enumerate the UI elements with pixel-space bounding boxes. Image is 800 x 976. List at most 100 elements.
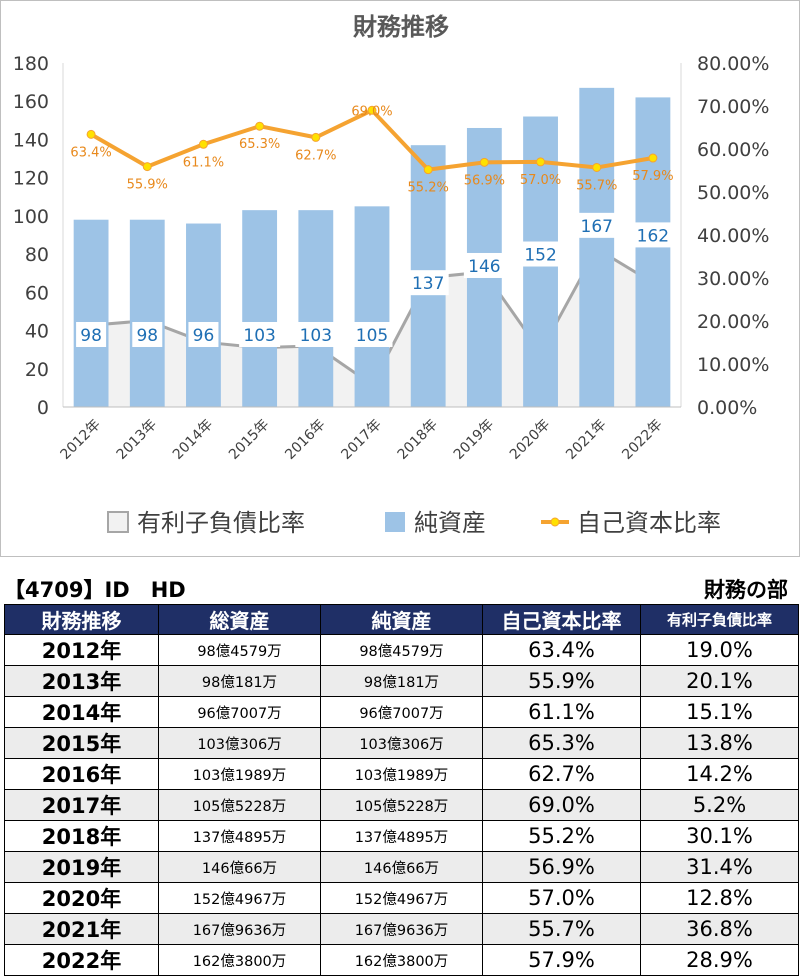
line-data-label: 62.7% (295, 148, 336, 163)
net-assets-bar (635, 97, 671, 408)
bar-label-bg (351, 322, 393, 347)
company-title: 【4709】ID HD (4, 578, 186, 602)
header-debt-ratio: 有利子負債比率 (640, 604, 799, 635)
cell-net-assets: 152億4967万 (320, 882, 483, 914)
cell-equity-ratio: 61.1% (482, 696, 641, 728)
bar-label-bg (576, 212, 618, 238)
cell-equity-ratio: 69.0% (482, 789, 641, 821)
x-tick-label: 2019年 (451, 417, 497, 463)
header-total-assets: 総資産 (158, 604, 321, 635)
financial-table: 財務推移 総資産 純資産 自己資本比率 有利子負債比率 2012年 98億4579… (4, 604, 799, 976)
table-row: 2021年 167億9636万 167億9636万 55.7% 36.8% (4, 913, 799, 945)
net-assets-bar (129, 219, 165, 407)
cell-year: 2014年 (4, 696, 159, 728)
line-data-label: 65.3% (239, 137, 280, 152)
cell-equity-ratio: 63.4% (482, 634, 641, 666)
equity-ratio-point (479, 157, 489, 167)
cell-debt-ratio: 12.8% (640, 882, 799, 914)
table-row: 2020年 152億4967万 152億4967万 57.0% 12.8% (4, 882, 799, 914)
bar-label-bg (520, 241, 562, 267)
legend-net-assets-label: 純資産 (414, 509, 486, 537)
cell-total-assets: 146億66万 (158, 851, 321, 883)
cell-year: 2013年 (4, 665, 159, 697)
y2-tick-label: 50.00% (697, 182, 769, 204)
y-tick-label: 40 (25, 321, 49, 343)
line-data-label: 63.4% (70, 145, 111, 160)
y-tick-label: 0 (37, 397, 49, 419)
equity-ratio-point (423, 165, 433, 175)
cell-equity-ratio: 65.3% (482, 727, 641, 759)
cell-equity-ratio: 62.7% (482, 758, 641, 790)
line-data-label: 56.9% (464, 173, 505, 188)
x-tick-label: 2017年 (338, 417, 384, 463)
header-net-assets: 純資産 (320, 604, 483, 635)
line-data-label: 61.1% (183, 155, 224, 170)
line-data-label: 69.0% (351, 104, 392, 119)
cell-debt-ratio: 30.1% (640, 820, 799, 852)
x-tick-label: 2016年 (282, 417, 328, 463)
table-row: 2017年 105億5228万 105億5228万 69.0% 5.2% (4, 789, 799, 821)
cell-year: 2022年 (4, 944, 159, 976)
bar-data-label: 137 (412, 274, 444, 294)
cell-net-assets: 105億5228万 (320, 789, 483, 821)
cell-total-assets: 105億5228万 (158, 789, 321, 821)
cell-net-assets: 98億181万 (320, 665, 483, 697)
cell-total-assets: 98億4579万 (158, 634, 321, 666)
bar-data-label: 103 (243, 326, 275, 346)
legend-debt-ratio-swatch (107, 511, 129, 533)
equity-ratio-point (198, 139, 208, 149)
equity-ratio-point (311, 132, 321, 142)
table-row: 2016年 103億1989万 103億1989万 62.7% 14.2% (4, 758, 799, 790)
debt-ratio-area (91, 248, 653, 407)
financial-chart: 財務推移 0 20 40 60 80 100 120 140 160 180 0.00% 10.00% 2… (13, 13, 770, 537)
equity-ratio-point (255, 121, 265, 131)
bar-data-label: 103 (300, 326, 332, 346)
x-tick-label: 2022年 (619, 417, 665, 463)
cell-total-assets: 167億9636万 (158, 913, 321, 945)
y2-tick-label: 70.00% (697, 96, 769, 118)
equity-ratio-point (592, 162, 602, 172)
cell-year: 2018年 (4, 820, 159, 852)
cell-year: 2015年 (4, 727, 159, 759)
net-assets-bar (242, 210, 278, 407)
equity-ratio-point (142, 162, 152, 172)
y-tick-label: 60 (25, 282, 49, 304)
net-assets-bar (298, 210, 334, 407)
x-tick-label: 2020年 (507, 417, 553, 463)
cell-year: 2021年 (4, 913, 159, 945)
x-tick-label: 2021年 (563, 417, 609, 463)
table-row: 2022年 162億3800万 162億3800万 57.9% 28.9% (4, 944, 799, 976)
cell-net-assets: 98億4579万 (320, 634, 483, 666)
bar-data-label: 105 (356, 326, 388, 346)
table-row: 2018年 137億4895万 137億4895万 55.2% 30.1% (4, 820, 799, 852)
cell-debt-ratio: 31.4% (640, 851, 799, 883)
cell-debt-ratio: 19.0% (640, 634, 799, 666)
cell-year: 2020年 (4, 882, 159, 914)
table-row: 2014年 96億7007万 96億7007万 61.1% 15.1% (4, 696, 799, 728)
cell-equity-ratio: 57.0% (482, 882, 641, 914)
line-data-label: 55.7% (576, 178, 617, 193)
bar-label-bg (463, 252, 505, 278)
legend-equity-ratio-label: 自己資本比率 (577, 509, 721, 537)
line-data-label: 55.2% (408, 181, 449, 196)
net-assets-bar (579, 87, 615, 407)
line-data-label: 55.9% (127, 178, 168, 193)
y2-tick-label: 30.00% (697, 268, 769, 290)
cell-total-assets: 98億181万 (158, 665, 321, 697)
cell-net-assets: 137億4895万 (320, 820, 483, 852)
net-assets-bar (354, 206, 390, 407)
y2-tick-label: 0.00% (697, 397, 757, 419)
cell-equity-ratio: 56.9% (482, 851, 641, 883)
chart-panel: 財務推移 0 20 40 60 80 100 120 140 160 180 0.00% 10.00% 2… (0, 0, 800, 557)
table-caption: 【4709】ID HD 財務の部 (4, 574, 796, 602)
x-tick-label: 2015年 (226, 417, 272, 463)
net-assets-bar (186, 223, 221, 407)
table-row: 2019年 146億66万 146億66万 56.9% 31.4% (4, 851, 799, 883)
bar-data-label: 98 (80, 326, 102, 346)
y-tick-label: 140 (13, 129, 49, 151)
table-row: 2012年 98億4579万 98億4579万 63.4% 19.0% (4, 634, 799, 666)
x-tick-label: 2013年 (114, 417, 160, 463)
cell-debt-ratio: 5.2% (640, 789, 799, 821)
bar-label-bg (407, 270, 449, 296)
cell-total-assets: 152億4967万 (158, 882, 321, 914)
